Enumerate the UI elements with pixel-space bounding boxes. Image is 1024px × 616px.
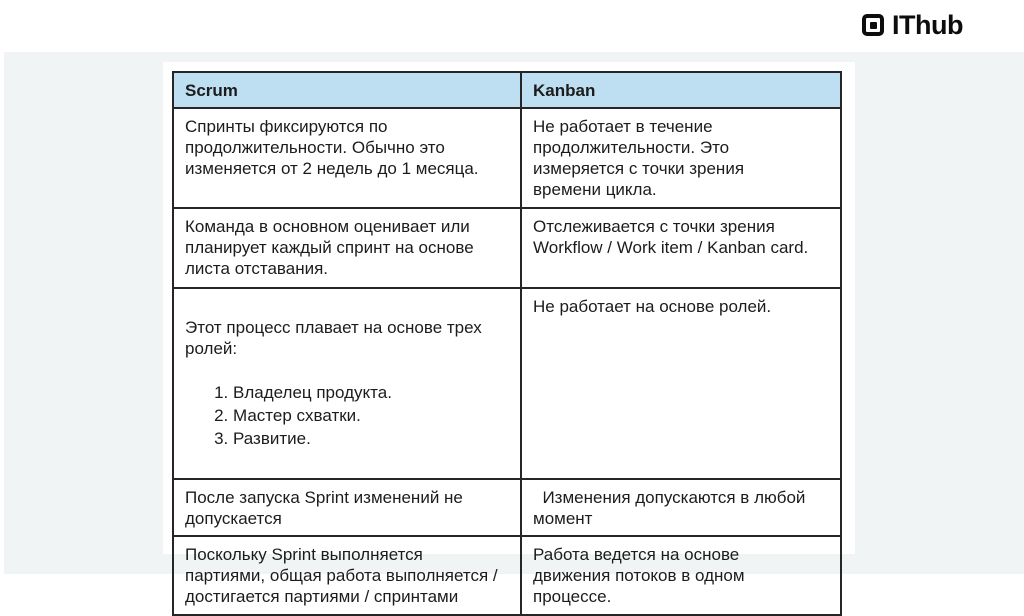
scrum-cell: Спринты фиксируются по продолжительности…	[172, 107, 522, 209]
scrum-cell: Поскольку Sprint выполняется партиями, о…	[172, 535, 522, 616]
scrum-cell: После запуска Sprint изменений не допуск…	[172, 478, 522, 537]
logo-inner-square-icon	[869, 21, 877, 29]
table-row: Этот процесс плавает на основе трех роле…	[172, 287, 842, 480]
list-item: Развитие.	[233, 428, 510, 450]
scrum-roles-intro: Этот процесс плавает на основе трех роле…	[185, 318, 482, 358]
table-header-row: Scrum Kanban	[172, 71, 842, 109]
kanban-cell: Не работает в течение продолжительности.…	[520, 107, 842, 209]
kanban-cell: Работа ведется на основе движения потоко…	[520, 535, 842, 616]
list-item: Владелец продукта.	[233, 382, 510, 404]
kanban-cell: Отслеживается с точки зрения Workflow / …	[520, 207, 842, 289]
kanban-cell: Не работает на основе ролей.	[520, 287, 842, 480]
table-row: После запуска Sprint изменений не допуск…	[172, 478, 842, 537]
scrum-kanban-comparison-table: Scrum Kanban Спринты фиксируются по прод…	[172, 71, 842, 616]
list-item: Мастер схватки.	[233, 405, 510, 427]
column-header-kanban: Kanban	[520, 71, 842, 109]
scrum-cell: Команда в основном оценивает или планиру…	[172, 207, 522, 289]
table-row: Спринты фиксируются по продолжительности…	[172, 107, 842, 209]
scrum-cell: Этот процесс плавает на основе трех роле…	[172, 287, 522, 480]
table-row: Поскольку Sprint выполняется партиями, о…	[172, 535, 842, 616]
column-header-scrum: Scrum	[172, 71, 522, 109]
ithub-logo: IThub	[862, 11, 963, 39]
table-row: Команда в основном оценивает или планиру…	[172, 207, 842, 289]
ithub-logo-icon	[862, 14, 885, 36]
scrum-roles-list: Владелец продукта. Мастер схватки. Разви…	[185, 382, 510, 450]
kanban-cell: Изменения допускаются в любой момент	[520, 478, 842, 537]
ithub-logo-text: IThub	[892, 10, 963, 40]
